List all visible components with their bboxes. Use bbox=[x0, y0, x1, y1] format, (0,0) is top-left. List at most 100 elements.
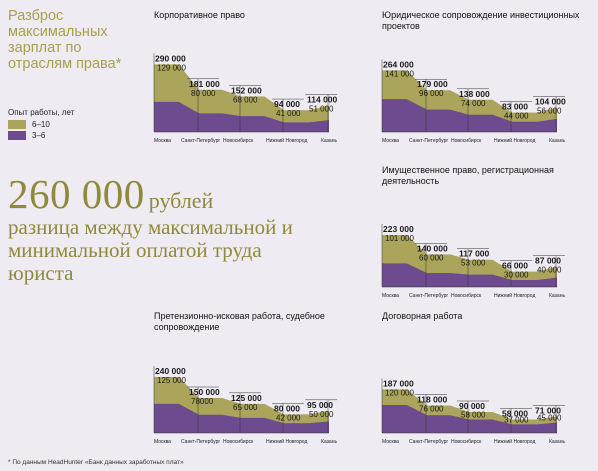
category-tick-label: Нижний Новгород bbox=[266, 438, 307, 445]
data-label-junior: 45 000 bbox=[537, 414, 562, 423]
category-tick-label: Санкт-Петербург bbox=[409, 138, 448, 144]
data-label-senior: 140 000 bbox=[417, 243, 448, 253]
page-title: Разброс максимальных зарплат по отраслям… bbox=[8, 8, 122, 72]
category-tick-label: Казань bbox=[549, 138, 565, 144]
category-tick-label: Нижний Новгород bbox=[266, 137, 307, 144]
chart-title: Претензионно-исковая работа, судебное со… bbox=[154, 311, 325, 332]
data-label-junior: 120 000 bbox=[385, 388, 414, 397]
data-label-junior: 76 000 bbox=[419, 404, 444, 413]
data-label-junior: 42 000 bbox=[276, 413, 301, 422]
data-label-senior: 66 000 bbox=[502, 261, 528, 271]
chart-litigation: Претензионно-исковая работа, судебное со… bbox=[153, 311, 354, 459]
category-tick-label: Казань bbox=[549, 293, 565, 299]
data-label-senior: 71 000 bbox=[535, 405, 561, 415]
category-tick-label: Санкт-Петербург bbox=[181, 138, 220, 144]
headline-text: разница между максимальной и минимальной… bbox=[8, 215, 293, 285]
data-label-senior: 290 000 bbox=[155, 53, 186, 63]
category-tick-label: Новосибирск bbox=[451, 439, 482, 445]
data-label-senior: 104 000 bbox=[535, 97, 566, 107]
category-tick-label: Новосибирск bbox=[451, 138, 482, 144]
data-label-junior: 65 000 bbox=[233, 403, 258, 412]
category-tick-label: Казань bbox=[321, 138, 337, 144]
data-label-junior: 129 000 bbox=[157, 63, 186, 72]
data-label-junior: 50 000 bbox=[309, 410, 334, 419]
data-label-junior: 40 000 bbox=[537, 266, 562, 275]
category-tick-label: Казань bbox=[321, 439, 337, 445]
category-tick-label: Новосибирск bbox=[223, 439, 254, 445]
data-label-junior: 60 000 bbox=[419, 253, 444, 262]
data-label-junior: 78000 bbox=[191, 397, 214, 406]
headline-unit: рублей bbox=[148, 188, 214, 213]
data-label-senior: 80 000 bbox=[274, 403, 300, 413]
data-label-senior: 58 000 bbox=[502, 408, 528, 418]
data-label-junior: 80 000 bbox=[191, 89, 216, 98]
data-label-junior: 56 000 bbox=[537, 107, 562, 116]
data-label-junior: 141 000 bbox=[385, 69, 414, 78]
data-label-junior: 53 000 bbox=[461, 259, 486, 268]
data-label-senior: 138 000 bbox=[459, 89, 490, 99]
data-label-senior: 114 000 bbox=[307, 94, 338, 104]
category-tick-label: Нижний Новгород bbox=[494, 137, 535, 144]
data-label-senior: 90 000 bbox=[459, 401, 485, 411]
category-tick-label: Нижний Новгород bbox=[494, 292, 535, 299]
legend-label-senior: 6–10 bbox=[32, 120, 50, 129]
data-label-senior: 223 000 bbox=[383, 224, 414, 234]
category-tick-label: Москва bbox=[154, 439, 171, 445]
category-tick-label: Москва bbox=[154, 138, 171, 144]
data-label-senior: 94 000 bbox=[274, 99, 300, 109]
data-label-senior: 240 000 bbox=[155, 366, 186, 376]
legend: Опыт работы, лет 6–10 3–6 bbox=[8, 108, 74, 142]
data-label-junior: 51 000 bbox=[309, 104, 334, 113]
legend-label-junior: 3–6 bbox=[32, 131, 46, 140]
data-label-junior: 101 000 bbox=[385, 234, 414, 243]
data-label-junior: 125 000 bbox=[157, 376, 186, 385]
chart-title: Имущественное право, регистрационная дея… bbox=[382, 165, 554, 186]
legend-title: Опыт работы, лет bbox=[8, 108, 75, 117]
headline-value: 260 000 bbox=[8, 171, 145, 217]
category-tick-label: Москва bbox=[382, 293, 399, 299]
data-label-senior: 118 000 bbox=[417, 394, 448, 404]
data-label-junior: 41 000 bbox=[276, 109, 301, 118]
legend-item-senior: 6–10 bbox=[8, 120, 74, 129]
footnote: * По данным HeadHunter «Банк данных зара… bbox=[8, 459, 184, 466]
chart-corporate-law: Корпоративное право 290 000 129 000 Москва… bbox=[153, 10, 354, 158]
legend-swatch-senior bbox=[8, 120, 26, 129]
data-label-senior: 87 000 bbox=[535, 256, 561, 266]
chart-title: Юридическое сопровождение инвестиционных… bbox=[382, 10, 580, 31]
data-label-senior: 152 000 bbox=[231, 86, 262, 96]
category-tick-label: Новосибирск bbox=[451, 293, 482, 299]
data-label-senior: 181 000 bbox=[189, 79, 220, 89]
data-label-senior: 187 000 bbox=[383, 378, 414, 388]
data-label-junior: 58 000 bbox=[461, 410, 486, 419]
legend-item-junior: 3–6 bbox=[8, 131, 74, 140]
headline: 260 000 рублей разница между максимально… bbox=[8, 172, 328, 285]
legend-swatch-junior bbox=[8, 131, 26, 140]
category-tick-label: Казань bbox=[549, 439, 565, 445]
category-tick-label: Новосибирск bbox=[223, 138, 254, 144]
chart-property-law: Имущественное право, регистрационная дея… bbox=[381, 165, 582, 313]
chart-investment-projects: Юридическое сопровождение инвестиционных… bbox=[381, 10, 582, 158]
chart-contract-work: Договорная работа 187 000 120 000 Москва 11… bbox=[381, 311, 582, 459]
category-tick-label: Санкт-Петербург bbox=[409, 439, 448, 445]
data-label-senior: 117 000 bbox=[459, 249, 490, 259]
data-label-senior: 83 000 bbox=[502, 102, 528, 112]
category-tick-label: Санкт-Петербург bbox=[181, 439, 220, 445]
data-label-junior: 96 000 bbox=[419, 89, 444, 98]
data-label-junior: 30 000 bbox=[504, 271, 529, 280]
data-label-junior: 44 000 bbox=[504, 112, 529, 121]
data-label-senior: 125 000 bbox=[231, 393, 262, 403]
data-label-junior: 68 000 bbox=[233, 96, 258, 105]
category-tick-label: Москва bbox=[382, 138, 399, 144]
data-label-senior: 264 000 bbox=[383, 59, 414, 69]
data-label-senior: 179 000 bbox=[417, 79, 448, 89]
chart-title: Корпоративное право bbox=[154, 10, 245, 20]
category-tick-label: Санкт-Петербург bbox=[409, 293, 448, 299]
category-tick-label: Москва bbox=[382, 439, 399, 445]
chart-title: Договорная работа bbox=[382, 311, 463, 321]
data-label-junior: 74 000 bbox=[461, 99, 486, 108]
